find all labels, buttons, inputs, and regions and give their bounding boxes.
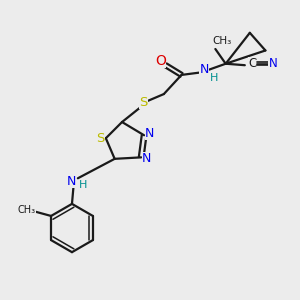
Text: H: H bbox=[79, 180, 87, 190]
Text: O: O bbox=[155, 54, 166, 68]
Text: N: N bbox=[145, 127, 154, 140]
Text: N: N bbox=[200, 62, 209, 76]
Text: N: N bbox=[67, 175, 76, 188]
Text: S: S bbox=[139, 96, 148, 109]
Text: CH₃: CH₃ bbox=[18, 205, 36, 215]
Text: S: S bbox=[96, 132, 105, 145]
Text: N: N bbox=[142, 152, 151, 165]
Text: C: C bbox=[248, 57, 256, 70]
Text: N: N bbox=[268, 57, 277, 70]
Text: CH₃: CH₃ bbox=[212, 36, 232, 46]
Text: H: H bbox=[210, 73, 218, 83]
